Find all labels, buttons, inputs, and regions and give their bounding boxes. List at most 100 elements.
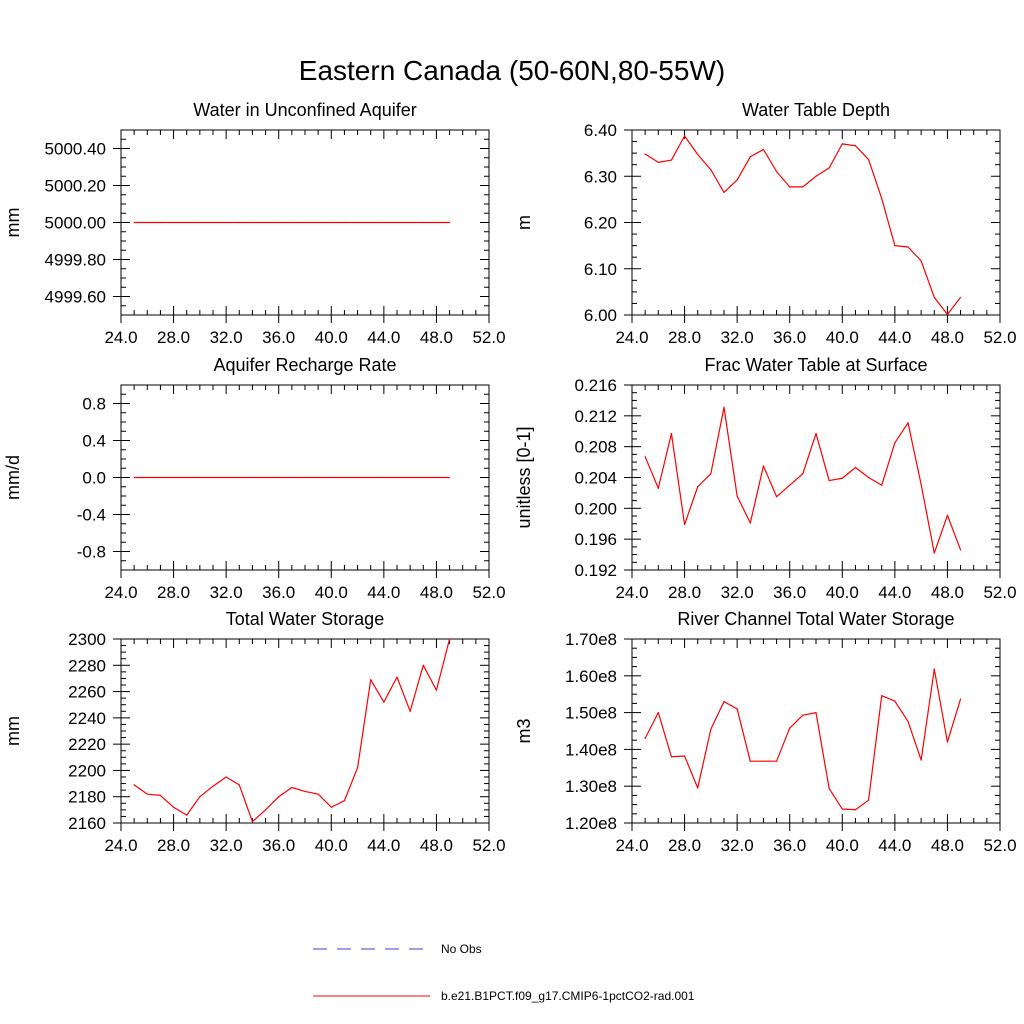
total-water-storage-xtick-label: 32.0 — [210, 836, 243, 855]
water-table-depth-xtick-label: 40.0 — [826, 328, 859, 347]
total-water-storage-data-point — [172, 806, 175, 808]
total-water-storage-xtick-label: 28.0 — [157, 836, 190, 855]
total-water-storage-data-point — [317, 793, 319, 795]
river-channel-total-water-storage-data-point — [881, 695, 883, 697]
frac-water-table-at-surface-data-point — [710, 473, 712, 475]
total-water-storage-series-line — [133, 638, 451, 823]
total-water-storage-data-point — [146, 793, 148, 795]
river-channel-total-water-storage-ytick-label: 1.40e8 — [565, 740, 617, 759]
frac-water-table-at-surface-xtick-label: 24.0 — [615, 583, 648, 602]
chart-aquifer-recharge-rate: Aquifer Recharge Rate mm/d 24.0 28.0 32.0 36.… — [3, 355, 506, 602]
total-water-storage-data-point — [251, 821, 254, 823]
water-table-depth-ylabel: m — [514, 215, 534, 230]
total-water-storage-ytick-label: 2160 — [68, 814, 106, 833]
aquifer-recharge-rate-data-point — [370, 476, 372, 479]
water-in-unconfined-aquifer-data-point — [304, 221, 306, 224]
river-channel-total-water-storage-ylabel: m3 — [514, 718, 534, 743]
total-water-storage-data-point — [370, 679, 372, 681]
aquifer-recharge-rate-data-point — [146, 476, 148, 479]
water-in-unconfined-aquifer-data-point — [330, 221, 332, 224]
river-channel-total-water-storage-xtick-label: 52.0 — [983, 836, 1016, 855]
total-water-storage-xtick-label: 52.0 — [472, 836, 505, 855]
water-table-depth-data-point — [762, 148, 765, 151]
water-in-unconfined-aquifer-data-point — [199, 221, 201, 224]
water-table-depth-xtick-label: 36.0 — [773, 328, 806, 347]
aquifer-recharge-rate-data-point — [409, 476, 411, 479]
frac-water-table-at-surface-xtick-label: 52.0 — [983, 583, 1016, 602]
water-in-unconfined-aquifer-ytick-label: 5000.40 — [45, 140, 106, 159]
aquifer-recharge-rate-data-point — [251, 476, 254, 479]
total-water-storage-title: Total Water Storage — [226, 609, 384, 629]
water-table-depth-data-point — [828, 167, 830, 169]
water-in-unconfined-aquifer-data-point — [356, 221, 359, 224]
total-water-storage-data-point — [409, 710, 411, 712]
water-table-depth-data-point — [815, 175, 817, 177]
river-channel-total-water-storage-data-point — [841, 808, 843, 810]
frac-water-table-at-surface-data-point — [697, 486, 699, 488]
frac-water-table-at-surface-ylabel: unitless [0-1] — [514, 426, 534, 528]
water-table-depth-xtick-label: 44.0 — [878, 328, 911, 347]
aquifer-recharge-rate-title: Aquifer Recharge Rate — [213, 355, 396, 375]
river-channel-total-water-storage-data-point — [775, 760, 778, 762]
total-water-storage-data-point — [330, 806, 332, 808]
aquifer-recharge-rate-xtick-label: 40.0 — [315, 583, 348, 602]
water-table-depth-data-point — [933, 296, 935, 299]
water-table-depth-xtick-label: 52.0 — [983, 328, 1016, 347]
water-in-unconfined-aquifer-data-point — [212, 221, 214, 224]
total-water-storage-ytick-label: 2180 — [68, 788, 106, 807]
water-table-depth-data-point — [736, 179, 738, 181]
water-in-unconfined-aquifer-xtick-label: 36.0 — [262, 328, 295, 347]
total-water-storage-plot-frame — [120, 638, 490, 824]
river-channel-total-water-storage-plot-frame — [631, 638, 1001, 824]
total-water-storage-data-point — [199, 796, 201, 798]
water-in-unconfined-aquifer-data-point — [172, 221, 175, 224]
water-table-depth-data-point — [710, 169, 712, 171]
total-water-storage-data-point — [225, 776, 227, 778]
water-table-depth-xtick-label: 24.0 — [615, 328, 648, 347]
river-channel-total-water-storage-data-point — [867, 799, 870, 801]
aquifer-recharge-rate-data-point — [186, 476, 188, 479]
river-channel-total-water-storage-data-point — [697, 787, 699, 789]
river-channel-total-water-storage-title: River Channel Total Water Storage — [677, 609, 954, 629]
water-table-depth-data-point — [644, 153, 646, 155]
river-channel-total-water-storage-data-point — [933, 668, 935, 670]
water-in-unconfined-aquifer-ylabel: mm — [3, 208, 23, 238]
frac-water-table-at-surface-data-point — [867, 476, 870, 479]
frac-water-table-at-surface-data-point — [775, 496, 778, 498]
frac-water-table-at-surface-data-point — [749, 522, 751, 524]
frac-water-table-at-surface-ytick-label: 0.204 — [574, 469, 617, 488]
total-water-storage-data-point — [356, 767, 359, 769]
frac-water-table-at-surface-title: Frac Water Table at Surface — [704, 355, 927, 375]
river-channel-total-water-storage-data-point — [789, 727, 791, 729]
aquifer-recharge-rate-xtick-label: 44.0 — [367, 583, 400, 602]
frac-water-table-at-surface-data-point — [670, 432, 673, 435]
total-water-storage-ylabel: mm — [3, 716, 23, 746]
river-channel-total-water-storage-xtick-label: 32.0 — [721, 836, 754, 855]
water-table-depth-data-point — [959, 296, 962, 299]
water-in-unconfined-aquifer-data-point — [396, 221, 398, 224]
aquifer-recharge-rate-data-point — [396, 476, 398, 479]
aquifer-recharge-rate-data-point — [435, 476, 438, 479]
water-in-unconfined-aquifer-data-point — [409, 221, 411, 224]
water-in-unconfined-aquifer-data-point — [133, 221, 135, 224]
river-channel-total-water-storage-xtick-label: 28.0 — [668, 836, 701, 855]
water-table-depth-data-point — [920, 260, 922, 262]
water-table-depth-xtick-label: 28.0 — [668, 328, 701, 347]
water-table-depth-data-point — [775, 171, 778, 173]
total-water-storage-data-point — [264, 809, 267, 811]
total-water-storage-ytick-label: 2200 — [68, 761, 106, 780]
total-water-storage-data-point — [422, 664, 424, 666]
water-in-unconfined-aquifer-data-point — [186, 221, 188, 224]
water-table-depth-title: Water Table Depth — [742, 100, 890, 120]
river-channel-total-water-storage-xtick-label: 24.0 — [615, 836, 648, 855]
total-water-storage-data-point — [435, 689, 438, 691]
frac-water-table-at-surface-ytick-label: 0.216 — [574, 376, 617, 395]
water-in-unconfined-aquifer-data-point — [146, 221, 148, 224]
river-channel-total-water-storage-data-point — [802, 714, 804, 716]
legend: No Obs b.e21.B1PCT.f09_g17.CMIP6-1pctCO2… — [313, 942, 695, 1003]
frac-water-table-at-surface-data-point — [802, 473, 804, 475]
frac-water-table-at-surface-data-point — [959, 549, 962, 551]
water-table-depth-data-point — [894, 245, 896, 247]
water-in-unconfined-aquifer-data-point — [343, 221, 346, 224]
